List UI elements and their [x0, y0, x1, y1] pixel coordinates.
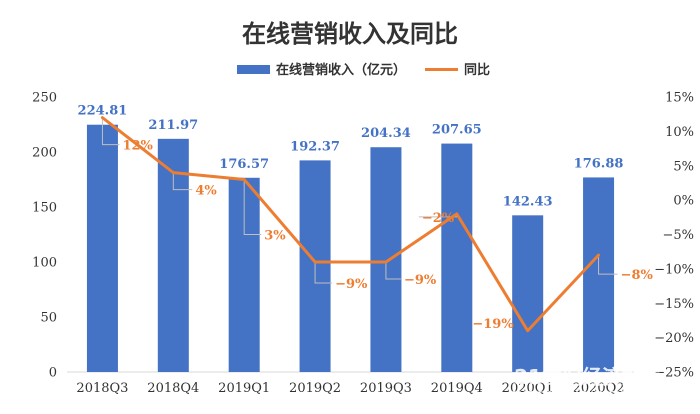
left-tick-label: 200 [32, 146, 57, 161]
watermark-subtext: 21ST CENTURY BUSINESS HERALD [511, 390, 664, 399]
right-tick-label: −5% [662, 228, 694, 243]
left-axis: 0 50 100 150 200 250 [32, 91, 57, 381]
x-tick-label: 2019Q4 [431, 381, 483, 396]
x-tick-label: 2018Q3 [76, 381, 128, 396]
legend-label-bar: 在线营销收入（亿元） [276, 62, 406, 78]
watermark-text: 21世纪经济报道 [514, 365, 662, 389]
left-tick-label: 150 [32, 201, 57, 216]
line-data-label: −8% [621, 268, 654, 283]
line-data-labels: 12% 4% 3% −9% −9% −2% −19% −8% [122, 139, 653, 332]
bar-data-label: 204.34 [361, 126, 411, 141]
leader-line [598, 255, 618, 275]
line-data-label: 3% [264, 229, 286, 244]
bar [86, 124, 118, 372]
bar-data-label: 142.43 [503, 194, 553, 209]
bar-data-label: 192.37 [290, 139, 340, 154]
bar [441, 143, 473, 372]
line-data-label: −2% [422, 211, 455, 226]
left-tick-label: 0 [49, 366, 57, 381]
leader-line [101, 117, 120, 146]
leader-line [385, 262, 401, 280]
chart-title: 在线营销收入及同比 [242, 20, 458, 48]
right-tick-label: −25% [654, 366, 694, 381]
legend-label-line: 同比 [464, 62, 490, 78]
x-tick-label: 2019Q1 [218, 381, 270, 396]
x-tick-label: 2020Q1 [502, 381, 554, 396]
right-tick-label: 10% [665, 125, 694, 140]
line-data-label: −19% [472, 317, 514, 332]
bar [512, 215, 544, 372]
bar-data-labels: 224.81 211.97 176.57 192.37 204.34 207.65 142.… [78, 104, 624, 210]
bar-data-label: 176.57 [219, 157, 269, 172]
line-data-label: 4% [195, 184, 217, 199]
leader-line [243, 179, 262, 235]
left-tick-label: 100 [32, 256, 57, 271]
x-tick-label: 2020Q2 [573, 381, 625, 396]
leader-line [314, 262, 333, 284]
legend-swatch-bar [237, 65, 270, 74]
bar-data-label: 224.81 [78, 104, 128, 119]
bar [583, 177, 615, 372]
right-axis: −25% −20% −15% −10% −5% 0% 5% 10% 15% [654, 91, 694, 381]
line-data-label: 12% [122, 139, 153, 154]
left-tick-label: 250 [32, 91, 57, 106]
series-line [100, 116, 601, 333]
x-axis: 2018Q3 2018Q4 2019Q1 2019Q2 2019Q3 2019Q4 2020… [76, 381, 624, 396]
x-tick-label: 2019Q3 [360, 381, 412, 396]
leader-lines [101, 117, 618, 284]
right-tick-label: −20% [654, 331, 694, 346]
bar-data-label: 211.97 [148, 118, 198, 133]
x-tick-label: 2018Q4 [147, 381, 199, 396]
line-data-label: −9% [404, 273, 437, 288]
right-tick-label: 5% [673, 159, 694, 174]
right-tick-label: −10% [654, 262, 694, 277]
leader-line [172, 172, 193, 191]
line-series [100, 116, 601, 333]
watermark: 21世纪经济报道 21ST CENTURY BUSINESS HERALD [511, 365, 664, 399]
right-tick-label: 15% [665, 91, 694, 106]
legend: 在线营销收入（亿元） 同比 [237, 62, 490, 78]
bar-data-label: 176.88 [574, 156, 624, 171]
bar-data-label: 207.65 [432, 123, 482, 138]
right-tick-label: 0% [673, 194, 694, 209]
right-tick-label: −15% [654, 297, 694, 312]
bar-series [86, 124, 615, 372]
left-tick-label: 50 [40, 311, 57, 326]
line-data-label: −9% [335, 277, 368, 292]
x-tick-label: 2019Q2 [289, 381, 341, 396]
bar [370, 147, 402, 372]
